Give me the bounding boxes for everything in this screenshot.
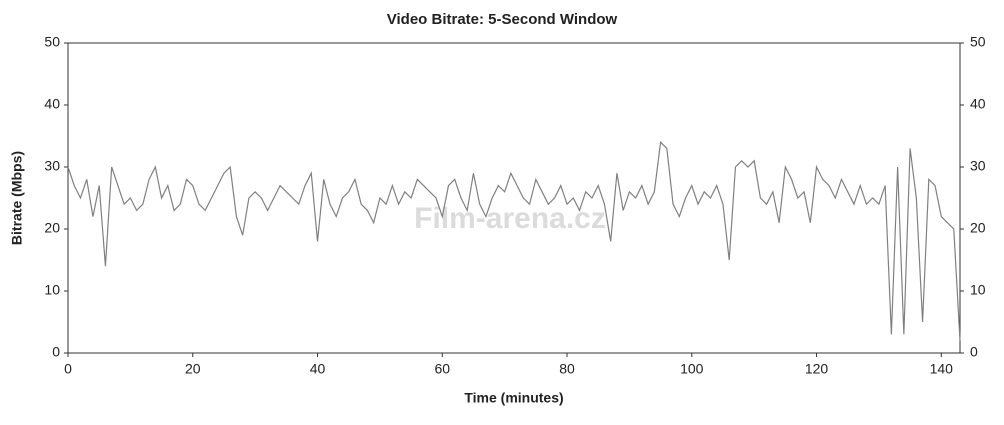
x-tick-label: 0 (64, 361, 72, 377)
bitrate-line (67, 140, 961, 341)
y2-tick-label: 30 (970, 158, 986, 174)
x-tick-label: 40 (310, 361, 326, 377)
x-axis-label: Time (minutes) (464, 390, 563, 406)
y-tick-label: 40 (44, 96, 60, 112)
x-tick-label: 120 (805, 361, 829, 377)
y-tick-label: 30 (44, 158, 60, 174)
y-tick-label: 50 (44, 34, 60, 50)
x-tick-label: 60 (434, 361, 450, 377)
y2-tick-label: 0 (970, 344, 978, 360)
x-tick-label: 20 (185, 361, 201, 377)
y-tick-label: 10 (44, 282, 60, 298)
y2-tick-label: 50 (970, 34, 986, 50)
chart-title: Video Bitrate: 5-Second Window (387, 11, 618, 28)
y-axis-label: Bitrate (Mbps) (9, 151, 25, 245)
x-tick-label: 140 (930, 361, 954, 377)
y-tick-label: 20 (44, 220, 60, 236)
x-tick-label: 100 (680, 361, 704, 377)
y2-tick-label: 20 (970, 220, 986, 236)
x-tick-label: 80 (559, 361, 575, 377)
y-tick-label: 0 (52, 344, 60, 360)
watermark: Film-arena.cz (414, 202, 606, 235)
y2-tick-label: 40 (970, 96, 986, 112)
plot-frame (67, 42, 961, 354)
y2-tick-label: 10 (970, 282, 986, 298)
